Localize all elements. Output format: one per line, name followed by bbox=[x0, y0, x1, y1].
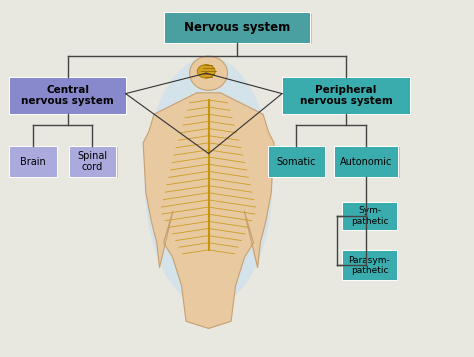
Ellipse shape bbox=[145, 57, 273, 307]
FancyBboxPatch shape bbox=[9, 77, 126, 114]
FancyBboxPatch shape bbox=[268, 146, 325, 177]
Ellipse shape bbox=[190, 56, 228, 90]
FancyBboxPatch shape bbox=[336, 147, 400, 178]
Text: Parasym-
pathetic: Parasym- pathetic bbox=[348, 256, 391, 275]
FancyBboxPatch shape bbox=[11, 147, 58, 178]
FancyBboxPatch shape bbox=[269, 147, 326, 178]
FancyBboxPatch shape bbox=[9, 146, 57, 177]
FancyBboxPatch shape bbox=[342, 250, 397, 280]
Polygon shape bbox=[143, 93, 274, 328]
FancyBboxPatch shape bbox=[344, 251, 398, 281]
FancyBboxPatch shape bbox=[164, 12, 310, 43]
Text: Central
nervous system: Central nervous system bbox=[21, 85, 114, 106]
FancyBboxPatch shape bbox=[282, 77, 410, 114]
FancyBboxPatch shape bbox=[344, 203, 398, 231]
Text: Nervous system: Nervous system bbox=[184, 21, 290, 34]
Ellipse shape bbox=[197, 65, 215, 78]
Text: Spinal
cord: Spinal cord bbox=[77, 151, 108, 172]
Text: Autonomic: Autonomic bbox=[340, 156, 392, 167]
Text: Somatic: Somatic bbox=[276, 156, 316, 167]
FancyBboxPatch shape bbox=[11, 78, 127, 115]
FancyBboxPatch shape bbox=[69, 146, 116, 177]
FancyBboxPatch shape bbox=[334, 146, 398, 177]
FancyBboxPatch shape bbox=[283, 78, 411, 115]
FancyBboxPatch shape bbox=[342, 202, 397, 230]
Text: Brain: Brain bbox=[20, 156, 46, 167]
Text: Sym-
pathetic: Sym- pathetic bbox=[351, 206, 388, 226]
Text: Peripheral
nervous system: Peripheral nervous system bbox=[300, 85, 392, 106]
FancyBboxPatch shape bbox=[165, 14, 312, 44]
FancyBboxPatch shape bbox=[70, 147, 118, 178]
